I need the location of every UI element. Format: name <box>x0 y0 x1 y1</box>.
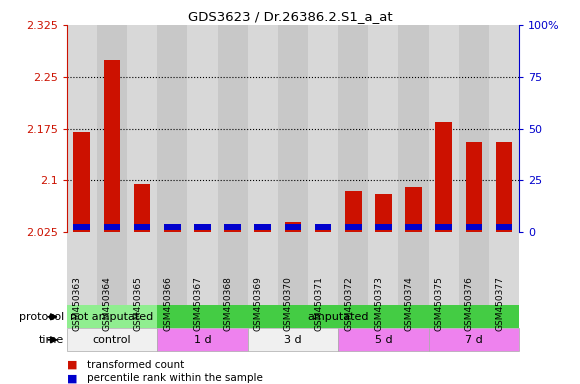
Bar <box>224 224 241 230</box>
Text: 7 d: 7 d <box>465 335 483 345</box>
Text: percentile rank within the sample: percentile rank within the sample <box>87 373 263 383</box>
Bar <box>496 142 512 232</box>
Bar <box>134 184 150 232</box>
Text: GSM450373: GSM450373 <box>374 276 383 331</box>
Bar <box>255 225 271 232</box>
Text: transformed count: transformed count <box>87 360 184 370</box>
Bar <box>164 224 180 230</box>
Bar <box>194 229 211 232</box>
Bar <box>436 224 452 230</box>
Bar <box>104 60 120 232</box>
Bar <box>496 224 512 230</box>
Text: GSM450365: GSM450365 <box>133 276 142 331</box>
Bar <box>466 224 482 230</box>
Bar <box>315 224 331 230</box>
Bar <box>74 224 90 230</box>
Bar <box>466 142 482 232</box>
Text: time: time <box>38 335 64 345</box>
Bar <box>164 225 180 232</box>
Text: GSM450366: GSM450366 <box>163 276 172 331</box>
Bar <box>436 122 452 232</box>
Bar <box>315 225 331 232</box>
Text: GSM450376: GSM450376 <box>465 276 474 331</box>
Bar <box>255 224 271 230</box>
Bar <box>285 224 301 230</box>
Text: GSM450368: GSM450368 <box>223 276 233 331</box>
Bar <box>405 187 422 232</box>
Text: GSM450363: GSM450363 <box>72 276 82 331</box>
Text: GSM450370: GSM450370 <box>284 276 293 331</box>
Text: GSM450374: GSM450374 <box>404 276 414 331</box>
Bar <box>104 224 120 230</box>
Bar <box>74 132 90 232</box>
Text: GSM450371: GSM450371 <box>314 276 323 331</box>
Text: GSM450372: GSM450372 <box>344 276 353 331</box>
Bar <box>375 224 392 230</box>
Text: protocol: protocol <box>19 312 64 322</box>
Text: control: control <box>93 335 131 345</box>
Text: GSM450364: GSM450364 <box>103 276 112 331</box>
Text: 3 d: 3 d <box>284 335 302 345</box>
Text: GSM450367: GSM450367 <box>193 276 202 331</box>
Text: GDS3623 / Dr.26386.2.S1_a_at: GDS3623 / Dr.26386.2.S1_a_at <box>188 10 392 23</box>
Bar <box>375 194 392 232</box>
Text: GSM450369: GSM450369 <box>253 276 263 331</box>
Text: ■: ■ <box>67 360 77 370</box>
Bar <box>194 224 211 230</box>
Bar <box>285 222 301 232</box>
Bar <box>134 224 150 230</box>
Bar <box>345 191 361 232</box>
Text: 1 d: 1 d <box>194 335 211 345</box>
Text: not amputated: not amputated <box>70 312 154 322</box>
Text: ■: ■ <box>67 373 77 383</box>
Text: GSM450377: GSM450377 <box>495 276 504 331</box>
Text: 5 d: 5 d <box>375 335 392 345</box>
Text: amputated: amputated <box>307 312 369 322</box>
Bar <box>224 229 241 232</box>
Text: GSM450375: GSM450375 <box>434 276 444 331</box>
Bar <box>345 224 361 230</box>
Bar <box>405 224 422 230</box>
